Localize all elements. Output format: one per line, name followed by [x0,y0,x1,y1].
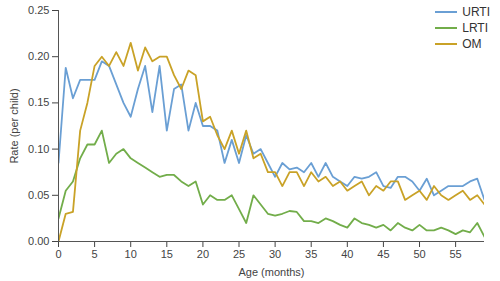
svg-text:15: 15 [161,248,173,260]
svg-text:0.20: 0.20 [28,50,49,62]
html-text:OM: OM [462,37,482,51]
svg-text:10: 10 [125,248,137,260]
svg-text:0.10: 0.10 [28,143,49,155]
svg-text:50: 50 [413,248,425,260]
svg-text:Rate (per child): Rate (per child) [8,88,20,163]
svg-text:55: 55 [449,248,461,260]
svg-text:0.05: 0.05 [28,189,49,201]
svg-text:25: 25 [233,248,245,260]
svg-text:20: 20 [197,248,209,260]
svg-text:40: 40 [341,248,353,260]
svg-text:35: 35 [305,248,317,260]
html-text:LRTI: LRTI [462,21,488,35]
svg-text:0.15: 0.15 [28,96,49,108]
svg-text:5: 5 [92,248,98,260]
svg-text:30: 30 [269,248,281,260]
svg-text:0: 0 [55,248,61,260]
html-text:URTI: URTI [462,5,490,19]
svg-text:0.25: 0.25 [28,4,49,16]
svg-text:Age (months): Age (months) [238,266,304,278]
svg-text:0.00: 0.00 [28,235,49,247]
svg-text:45: 45 [377,248,389,260]
